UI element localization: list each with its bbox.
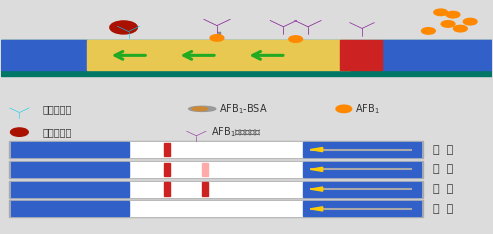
Circle shape	[434, 9, 448, 16]
Bar	[8, 161, 423, 178]
Ellipse shape	[192, 107, 208, 111]
Bar	[10, 201, 421, 216]
Circle shape	[463, 18, 477, 25]
Bar	[0, 40, 87, 70]
Bar	[303, 142, 421, 157]
Polygon shape	[311, 167, 323, 172]
Bar	[164, 183, 170, 196]
Bar	[382, 40, 493, 70]
Circle shape	[10, 128, 28, 136]
Circle shape	[336, 105, 352, 113]
Bar	[202, 183, 208, 196]
Bar	[0, 40, 493, 76]
Text: 兔抗鼠抗体: 兔抗鼠抗体	[42, 104, 72, 114]
Text: AFB$_1$: AFB$_1$	[354, 102, 379, 116]
Circle shape	[289, 36, 303, 42]
Text: 阳  性: 阳 性	[433, 145, 454, 155]
Bar	[8, 200, 423, 217]
Bar	[202, 163, 208, 176]
Text: AFB$_1$单克隆抗体: AFB$_1$单克隆抗体	[211, 125, 261, 139]
Circle shape	[454, 25, 467, 32]
Text: AFB$_1$-BSA: AFB$_1$-BSA	[219, 102, 268, 116]
Text: 失  效: 失 效	[433, 204, 454, 214]
Circle shape	[210, 35, 224, 41]
Text: 阳  性: 阳 性	[433, 164, 454, 174]
Bar	[303, 201, 421, 216]
Bar	[10, 162, 421, 177]
Circle shape	[110, 21, 138, 34]
Bar	[10, 142, 129, 157]
Circle shape	[441, 21, 455, 27]
Text: 阴  性: 阴 性	[433, 184, 454, 194]
Polygon shape	[311, 147, 323, 152]
Bar	[303, 162, 421, 177]
Ellipse shape	[189, 106, 216, 111]
Circle shape	[422, 28, 435, 34]
Bar	[87, 40, 350, 70]
Bar	[10, 162, 129, 177]
Bar	[10, 182, 421, 197]
Polygon shape	[311, 187, 323, 191]
Bar	[303, 182, 421, 197]
Bar	[10, 182, 129, 197]
Bar	[164, 143, 170, 156]
Circle shape	[446, 11, 460, 18]
Bar	[10, 201, 129, 216]
Text: 纳米金颗粒: 纳米金颗粒	[42, 127, 72, 137]
Bar	[10, 142, 421, 157]
Bar	[8, 141, 423, 158]
Bar	[164, 163, 170, 176]
Bar	[340, 40, 382, 70]
Bar	[8, 181, 423, 197]
Polygon shape	[311, 207, 323, 211]
